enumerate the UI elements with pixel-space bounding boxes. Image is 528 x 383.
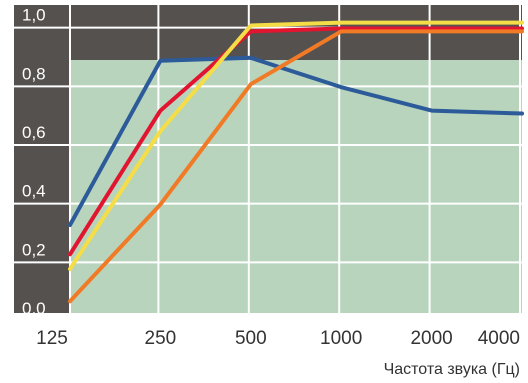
x-axis-label: Частота звука (Гц): [384, 361, 520, 378]
left-band: [14, 5, 70, 313]
y-tick-label: 0,2: [22, 240, 46, 259]
series-lines: [68, 20, 524, 304]
series-line-1: [68, 55, 524, 227]
y-tick-label: 1,0: [22, 6, 46, 25]
x-tick-label: 250: [145, 328, 177, 349]
series-line-4: [68, 29, 524, 304]
y-tick-label: 0,6: [22, 123, 46, 142]
series-line-3: [68, 20, 524, 271]
series-line-2: [68, 26, 524, 257]
y-tick-labels: 0,0 0,2 0,4 0,6 0,8 1,0: [22, 6, 46, 318]
x-tick-label: 2000: [410, 328, 452, 349]
y-tick-label: 0,0: [22, 299, 46, 318]
x-tick-label: 500: [235, 328, 267, 349]
y-tick-label: 0,4: [22, 182, 46, 201]
x-tick-label: 1000: [320, 328, 362, 349]
x-tick-label: 125: [36, 328, 68, 349]
x-tick-label: 4000: [478, 328, 520, 349]
grid-lines: [14, 5, 522, 322]
y-tick-label: 0,8: [22, 64, 46, 83]
x-tick-labels: 125 250 500 1000 2000 4000: [36, 328, 520, 349]
